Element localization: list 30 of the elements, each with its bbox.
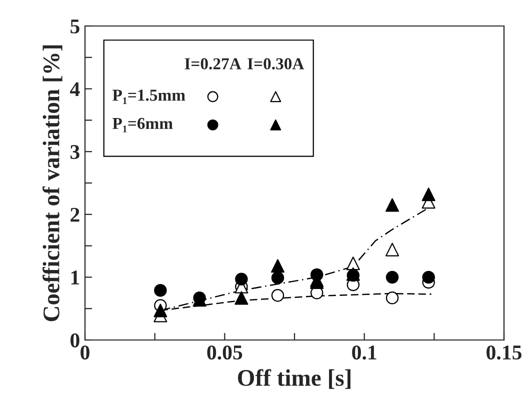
point: [271, 271, 284, 284]
point: [271, 289, 284, 302]
point: [154, 284, 167, 297]
x-axis-title: Off time [s]: [238, 369, 350, 389]
y-tick-label: 2: [70, 208, 80, 222]
point: [422, 188, 436, 202]
point: [154, 304, 168, 318]
annotation: P₁=6mm: [112, 118, 173, 132]
point: [235, 272, 248, 286]
x-tick-label: 0.1: [352, 345, 376, 360]
annotation: P₁=1.5mm: [112, 90, 186, 104]
annotation: I=0.27A: [184, 58, 242, 70]
x-tick-label: 0.05: [207, 345, 242, 360]
point: [270, 259, 285, 273]
point: [386, 270, 399, 284]
point: [346, 256, 360, 270]
annotation: I=0.30A: [248, 58, 304, 70]
point: [234, 291, 248, 305]
point: [422, 270, 435, 284]
point: [386, 292, 399, 304]
x-tick-label: 0: [80, 345, 90, 360]
y-tick-label: 4: [70, 82, 80, 96]
y-axis-title: Coefficient of variation [%]: [42, 45, 62, 322]
y-tick-label: 0: [70, 333, 80, 348]
point: [386, 242, 400, 256]
y-tick-label: 1: [71, 270, 80, 284]
point: [386, 198, 400, 212]
y-tick-label: 5: [70, 20, 80, 34]
x-tick-label: 0.15: [486, 345, 522, 360]
y-tick-label: 3: [70, 145, 80, 160]
